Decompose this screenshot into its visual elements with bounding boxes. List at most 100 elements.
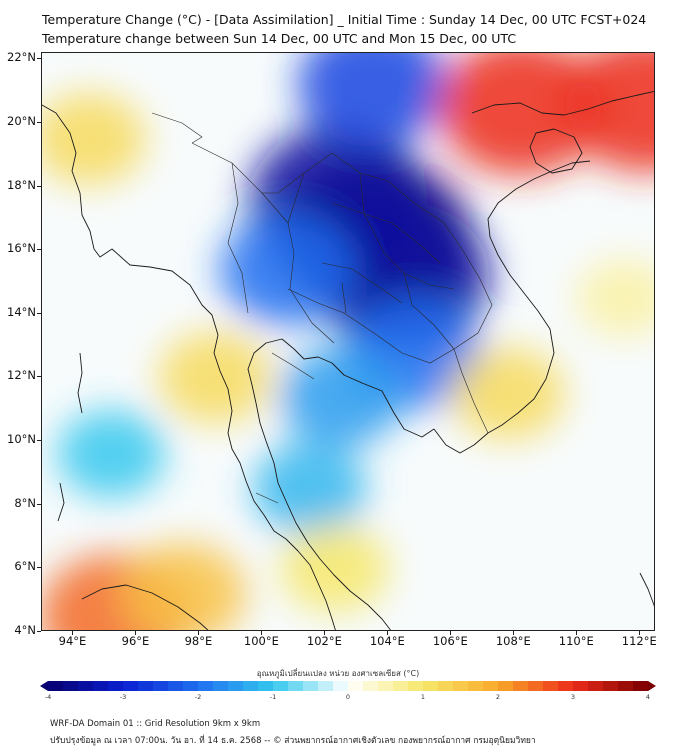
colorbar-extend-max (648, 681, 656, 691)
colorbar-cell (348, 681, 364, 691)
colorbar-cell (168, 681, 184, 691)
colorbar-cell (243, 681, 259, 691)
colorbar-cell (468, 681, 484, 691)
colorbar-cell (618, 681, 634, 691)
lon-tick-label: 108°E (495, 634, 531, 648)
colorbar-cell (393, 681, 409, 691)
lat-tick-mark (37, 58, 41, 60)
lat-tick-mark (37, 567, 41, 569)
lon-tick-label: 100°E (243, 634, 279, 648)
lon-tick-mark (576, 631, 578, 635)
colorbar-cell (48, 681, 64, 691)
lon-tick-mark (450, 631, 452, 635)
colorbar-cell (513, 681, 529, 691)
temperature-map (42, 53, 654, 630)
lon-tick-label: 110°E (558, 634, 594, 648)
field-anomaly-15 (280, 524, 389, 613)
lat-tick-label: 8°N (14, 495, 36, 510)
colorbar-cell (123, 681, 139, 691)
colorbar-cell (93, 681, 109, 691)
colorbar-cell (528, 681, 544, 691)
lon-tick-mark (72, 631, 74, 635)
colorbar-cell (138, 681, 154, 691)
lat-tick-mark (37, 312, 41, 314)
colorbar-cell (108, 681, 124, 691)
colorbar-cell (438, 681, 454, 691)
lon-tick-mark (135, 631, 137, 635)
colorbar-cell (603, 681, 619, 691)
colorbar-cell (378, 681, 394, 691)
colorbar-tick-label: 2 (495, 693, 501, 701)
lon-tick-mark (198, 631, 200, 635)
colorbar-extend-min (40, 681, 48, 691)
chart-title-line2: Temperature change between Sun 14 Dec, 0… (42, 31, 517, 46)
field-anomaly-6 (280, 346, 403, 447)
lon-tick-mark (261, 631, 263, 635)
colorbar-tick-label: 4 (645, 693, 651, 701)
colorbar-cell (363, 681, 379, 691)
colorbar-cell (483, 681, 499, 691)
lat-tick-mark (37, 185, 41, 187)
field-anomaly-7 (252, 442, 367, 536)
lat-tick-mark (37, 249, 41, 251)
field-anomaly-3 (297, 53, 448, 147)
colorbar-cell (333, 681, 349, 691)
footer-model-info: WRF-DA Domain 01 :: Grid Resolution 9km … (50, 719, 261, 729)
lon-tick-mark (324, 631, 326, 635)
lon-tick-label: 102°E (306, 634, 342, 648)
field-anomaly-4 (219, 213, 356, 326)
colorbar-tick-label: 1 (420, 693, 426, 701)
colorbar-cell (183, 681, 199, 691)
colorbar-cell (543, 681, 559, 691)
map-panel (41, 52, 655, 631)
lon-tick-label: 106°E (432, 634, 468, 648)
lat-tick-label: 14°N (7, 304, 36, 319)
field-anomaly-14 (451, 347, 565, 440)
lon-tick-mark (513, 631, 515, 635)
lon-tick-label: 96°E (121, 634, 150, 648)
colorbar-cell (78, 681, 94, 691)
lat-tick-label: 4°N (14, 623, 36, 637)
footer-update-info: ปรับปรุงข้อมูล ณ เวลา 07:00น. วัน อา. ที… (50, 736, 536, 746)
chart-title-line1: Temperature Change (°C) - [Data Assimila… (42, 12, 647, 27)
colorbar-cell (318, 681, 334, 691)
colorbar-tick-label: 3 (570, 693, 576, 701)
field-anomaly-8 (57, 409, 166, 498)
colorbar (40, 681, 656, 691)
colorbar-cell (63, 681, 79, 691)
colorbar-cell (303, 681, 319, 691)
lat-tick-mark (37, 121, 41, 123)
lon-tick-label: 98°E (184, 634, 213, 648)
lat-tick-label: 10°N (7, 432, 36, 447)
colorbar-tick-label: -1 (269, 693, 277, 701)
colorbar-cell (288, 681, 304, 691)
lon-tick-mark (639, 631, 641, 635)
lat-tick-label: 22°N (7, 50, 36, 65)
field-anomaly-10 (564, 53, 654, 172)
colorbar-cell (228, 681, 244, 691)
lat-tick-label: 6°N (14, 559, 36, 574)
colorbar-tick-label: 0 (345, 693, 351, 701)
colorbar-cell (258, 681, 274, 691)
lat-tick-mark (37, 376, 41, 378)
field-anomaly-17 (121, 542, 247, 630)
lat-tick-label: 18°N (7, 177, 36, 192)
lon-tick-label: 94°E (58, 634, 87, 648)
lon-tick-label: 104°E (369, 634, 405, 648)
lat-tick-label: 16°N (7, 241, 36, 256)
colorbar-cell (588, 681, 604, 691)
lat-tick-label: 20°N (7, 113, 36, 128)
colorbar-cell (153, 681, 169, 691)
lat-tick-label: 12°N (7, 368, 36, 383)
colorbar-tick-label: -3 (119, 693, 127, 701)
colorbar-cell (423, 681, 439, 691)
field-anomaly-12 (42, 92, 147, 186)
colorbar-cell (558, 681, 574, 691)
colorbar-cell (498, 681, 514, 691)
colorbar-cell (213, 681, 229, 691)
colorbar-cell (273, 681, 289, 691)
colorbar-cell (573, 681, 589, 691)
colorbar-cell (453, 681, 469, 691)
lat-tick-mark (37, 631, 41, 632)
colorbar-label: อุณหภูมิเปลี่ยนแปลง หน่วย องศาเซลเซียส (… (256, 669, 420, 678)
